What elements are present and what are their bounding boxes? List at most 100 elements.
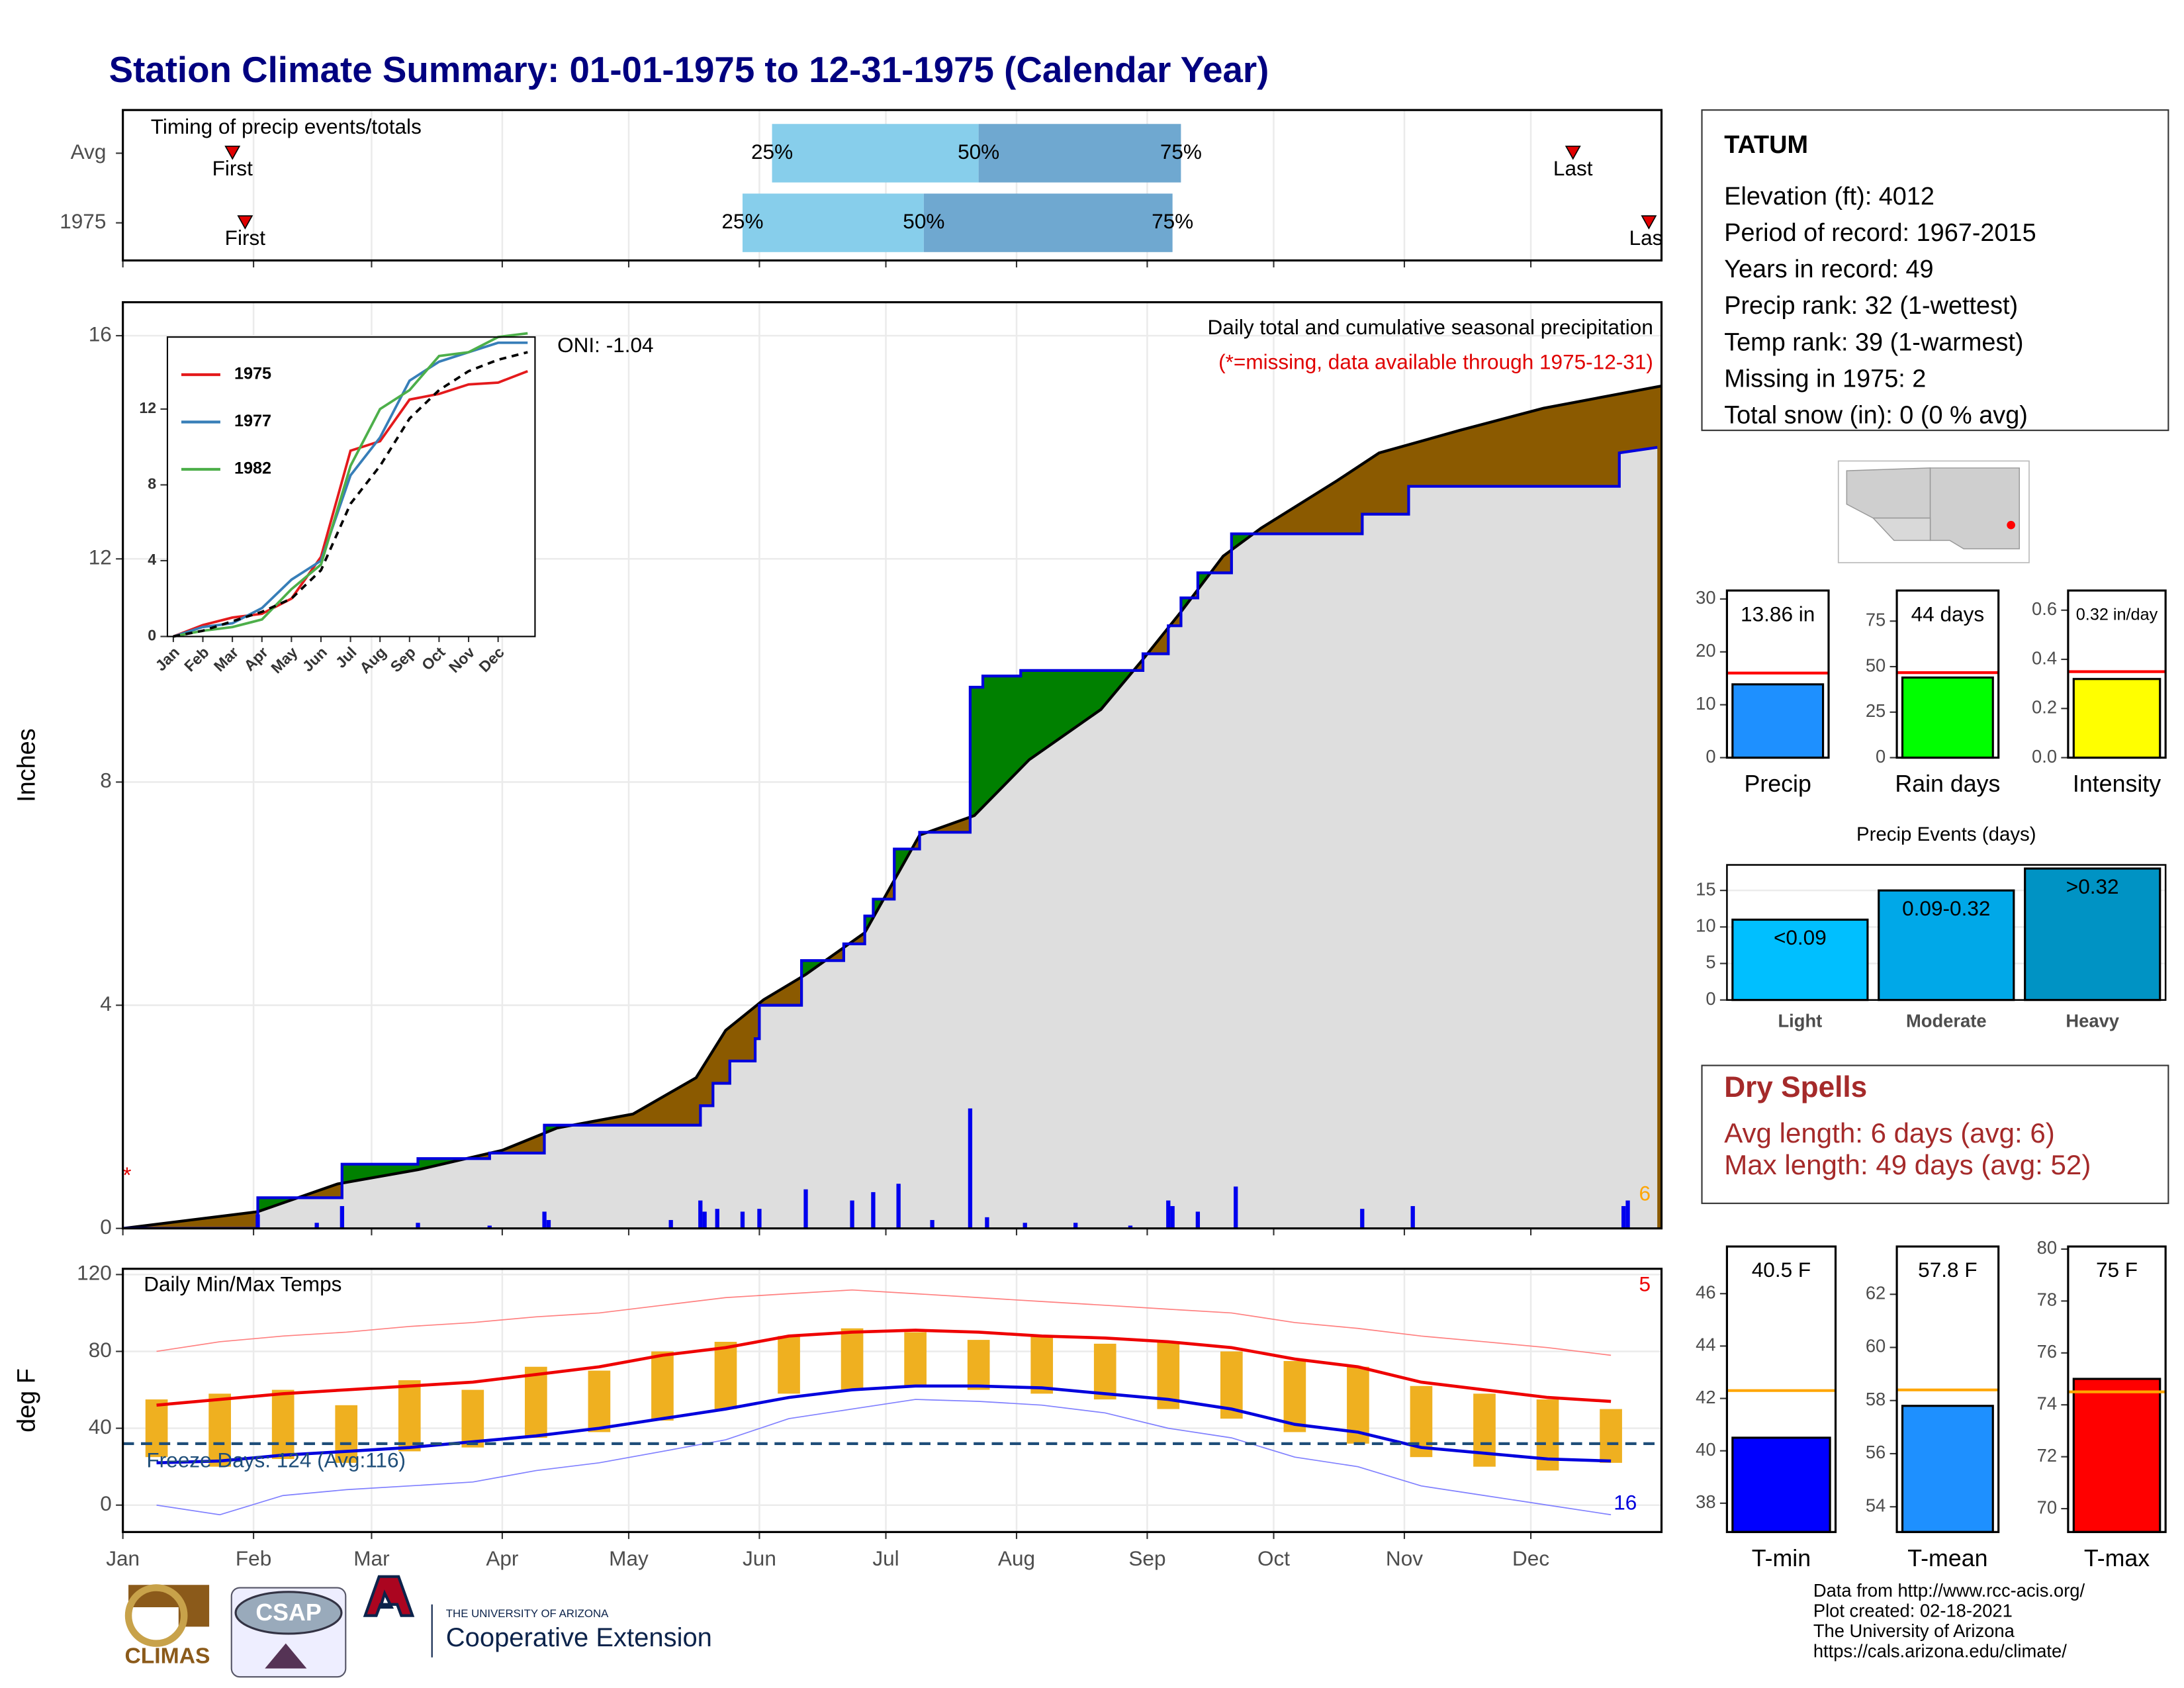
legend-label: 1982 [234,459,271,478]
temp-range-bar [1283,1361,1306,1432]
x-tick-label: Light [1778,1011,1822,1031]
timing-content: 25% 50% 75% First Last 25% 50% 75% First Last [212,124,1662,252]
temp-range-bar [841,1328,864,1390]
x-axis-label: Rain days [1895,771,2000,797]
credit: The University of Arizona [1813,1620,2015,1641]
y-tick-label: 78 [2037,1289,2057,1310]
y-tick-label: 0.0 [2032,746,2057,767]
panel-border [122,109,1663,262]
station-info: Elevation (ft): 4012 [1724,183,1934,211]
percentile-label: 25% [751,140,793,164]
panel-border [122,1268,1663,1533]
temp-range-bar [651,1351,674,1421]
x-tick-label: Dec [1512,1546,1549,1570]
panel-border [1726,864,2167,1001]
y-tick-label: 20 [1696,640,1715,661]
daily-precip-bar [1360,1209,1365,1229]
y-tick-label: 46 [1696,1282,1715,1302]
daily-precip-bar [850,1200,854,1229]
event-marker [1565,146,1581,160]
logo-text: Cooperative Extension [446,1623,712,1652]
annotation: Daily total and cumulative seasonal prec… [1208,315,1653,339]
panel-border [2067,1245,2167,1533]
summary-bar [1731,1436,1831,1533]
panel-border [122,301,1663,1230]
temp-range-bar [1030,1336,1054,1394]
daily-precip-bar [1073,1223,1078,1229]
temp-range-bar [461,1389,484,1448]
credit: https://cals.arizona.edu/climate/ [1813,1641,2067,1662]
y-tick-label: 75 [1866,610,1886,630]
event-label: Last [1553,156,1593,180]
y-tick-label: 76 [2037,1341,2057,1362]
y-tick-label: 25 [1866,700,1886,721]
x-axis-label: T-max [2084,1545,2150,1571]
percentile-label: 25% [721,209,763,233]
temp-range-bar [588,1370,611,1432]
x-tick-label: Sep [1128,1546,1165,1570]
panel-border [1895,589,2000,759]
x-tick-label: Oct [1257,1546,1290,1570]
bar-text: 0.09-0.32 [1902,896,1990,920]
value-label: 57.8 F [1918,1258,1977,1282]
legend-label: 1975 [234,365,271,383]
credit: Data from http://www.rcc-acis.org/ [1813,1580,2085,1601]
logos [124,1575,433,1678]
temp-content [122,1289,1662,1516]
series-line [173,332,528,638]
x-axis-label: T-mean [1907,1545,1987,1571]
event-marker [224,146,241,160]
temp-range-bar [525,1366,547,1438]
value-label: 13.86 in [1741,602,1815,626]
average-line [173,351,528,638]
y-tick-label: Avg [71,140,107,164]
y-axis-title: Inches [13,728,41,802]
daily-precip-bar [340,1205,345,1229]
count-label: 16 [1614,1491,1637,1515]
daily-precip-bar [757,1209,762,1229]
logo-text: CSAP [255,1599,321,1626]
percentile-bar [742,193,924,252]
x-axis-label: Intensity [2073,771,2161,797]
count-label: 5 [1639,1272,1651,1295]
x-tick-label: Apr [486,1546,518,1570]
summary-bar [2072,1378,2161,1533]
y-tick-label: 0 [100,1491,112,1515]
x-axis-label: Precip [1745,771,1811,797]
temp-range-bar [208,1393,231,1467]
y-tick-label: 40 [89,1415,112,1438]
y-tick-label: 0 [1706,746,1715,767]
y-axis-title: deg F [13,1368,41,1432]
daily-precip-bar [871,1192,876,1229]
y-tick-label: 58 [1866,1389,1886,1409]
daily-precip-bar [1128,1225,1133,1229]
y-tick-label: 44 [1696,1335,1715,1355]
y-tick-label: 74 [2037,1393,2057,1413]
daily-precip-bar [416,1223,420,1229]
x-tick-label: Moderate [1906,1011,1987,1031]
cumulative-line [122,445,1658,1229]
event-label: First [212,156,253,180]
station-info: Temp rank: 39 (1-warmest) [1724,328,2023,356]
event-marker [237,215,253,230]
cumulative-fill [122,447,1658,1229]
y-tick-label: 0.2 [2032,697,2057,718]
temp-range-bar [398,1380,421,1452]
panel-border [1725,1245,1837,1533]
x-tick-label: Feb [236,1546,271,1570]
y-tick-label: 0.6 [2032,598,2057,619]
y-tick-label: 60 [1866,1336,1886,1356]
daily-precip-bar [546,1220,551,1229]
summary-bar [1731,683,1825,759]
station-info: Precip rank: 32 (1-wettest) [1724,292,2018,320]
logo-text: THE UNIVERSITY OF ARIZONA [446,1607,609,1620]
dry-spells-box [1701,1064,2169,1204]
summary-bar [1901,1405,1994,1533]
value-label: 40.5 F [1752,1258,1811,1282]
daily-precip-bar [1410,1205,1415,1229]
y-tick-label: 54 [1866,1495,1886,1515]
daily-precip-bar [314,1223,319,1229]
y-tick-label: 0 [100,1215,112,1239]
daily-precip-bar [668,1220,673,1229]
